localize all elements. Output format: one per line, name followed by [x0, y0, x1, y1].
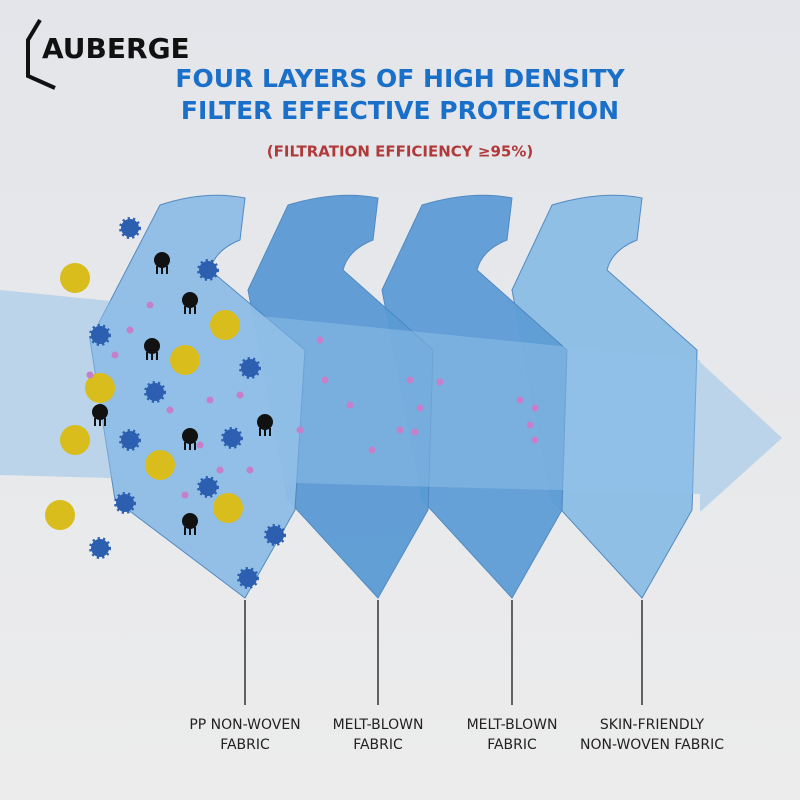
fine-particle: [246, 466, 254, 474]
fine-particle: [206, 396, 214, 404]
virus: [239, 357, 261, 379]
virus: [144, 381, 166, 403]
fine-particle: [316, 336, 324, 344]
layer-label: FABRIC: [353, 737, 403, 753]
fine-particle: [216, 466, 224, 474]
virus: [119, 217, 141, 239]
fine-particle: [346, 401, 354, 409]
fine-particle: [416, 404, 424, 412]
bacteria-legs: [94, 418, 106, 426]
fine-particle: [531, 436, 539, 444]
virus: [197, 476, 219, 498]
fine-particle: [86, 371, 94, 379]
fine-particle: [321, 376, 329, 384]
fine-particle: [111, 351, 119, 359]
dust-particle: [85, 373, 115, 403]
virus: [89, 324, 111, 346]
dust-particle: [60, 263, 90, 293]
fine-particle: [368, 446, 376, 454]
virus: [114, 492, 136, 514]
bacteria-legs: [146, 352, 158, 360]
fine-particle: [526, 421, 534, 429]
fine-particle: [166, 406, 174, 414]
bacteria-legs: [259, 428, 271, 436]
layer-label: FABRIC: [487, 737, 537, 753]
brand: AUBERGE: [42, 32, 190, 65]
fine-particle: [396, 426, 404, 434]
fine-particle: [436, 378, 444, 386]
bacteria-legs: [184, 527, 196, 535]
title-line: FILTER EFFECTIVE PROTECTION: [181, 96, 619, 125]
fine-particle: [146, 301, 154, 309]
bacteria: [182, 428, 198, 444]
layer-label: SKIN-FRIENDLY: [600, 717, 705, 733]
bacteria: [92, 404, 108, 420]
virus: [237, 567, 259, 589]
airflow-arrow: [0, 290, 782, 512]
layer-label: NON-WOVEN FABRIC: [580, 737, 724, 753]
virus: [221, 427, 243, 449]
dust-particle: [213, 493, 243, 523]
particles: [45, 217, 539, 589]
logo: AUBERGE: [26, 18, 190, 90]
dust-particle: [45, 500, 75, 530]
virus: [264, 524, 286, 546]
bacteria: [144, 338, 160, 354]
bacteria-legs: [184, 306, 196, 314]
bacteria-legs: [156, 266, 168, 274]
dust-particle: [170, 345, 200, 375]
dust-particle: [145, 450, 175, 480]
bacteria: [154, 252, 170, 268]
bacteria: [182, 513, 198, 529]
layer-label: PP NON-WOVEN: [189, 717, 300, 733]
virus: [119, 429, 141, 451]
layer-label: MELT-BLOWN: [467, 717, 558, 733]
bacteria: [182, 292, 198, 308]
fine-particle: [406, 376, 414, 384]
subtitle: (FILTRATION EFFICIENCY ≥95%): [267, 143, 533, 161]
layer-label: MELT-BLOWN: [333, 717, 424, 733]
fine-particle: [296, 426, 304, 434]
bacteria: [257, 414, 273, 430]
fine-particle: [196, 441, 204, 449]
dust-particle: [60, 425, 90, 455]
dust-particle: [210, 310, 240, 340]
fine-particle: [181, 491, 189, 499]
layer-label: FABRIC: [220, 737, 270, 753]
fine-particle: [236, 391, 244, 399]
title-line: FOUR LAYERS OF HIGH DENSITY: [175, 64, 625, 93]
bacteria-legs: [184, 442, 196, 450]
fine-particle: [531, 404, 539, 412]
fine-particle: [516, 396, 524, 404]
labels: PP NON-WOVEN FABRIC MELT-BLOWN FABRIC MELT-B…: [189, 600, 724, 753]
virus: [89, 537, 111, 559]
virus: [197, 259, 219, 281]
fine-particle: [126, 326, 134, 334]
fine-particle: [411, 428, 419, 436]
